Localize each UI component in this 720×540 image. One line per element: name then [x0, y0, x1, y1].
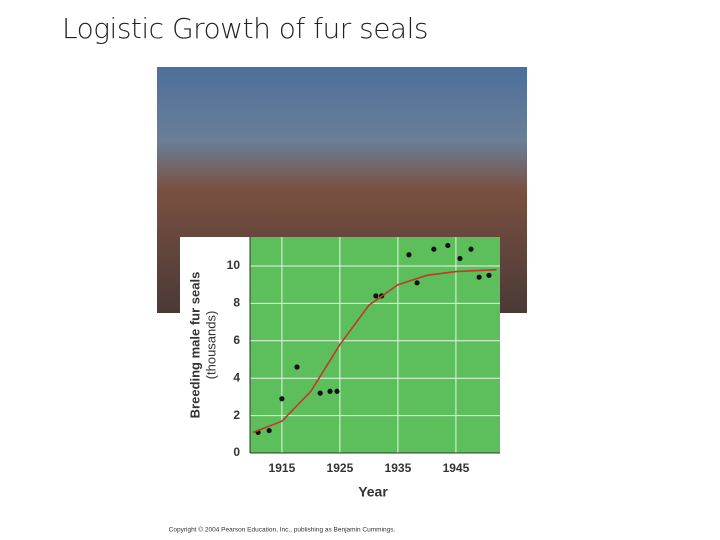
data-point [457, 255, 463, 262]
data-point [327, 388, 333, 394]
copyright: Copyright © 2004 Pearson Education, Inc.… [169, 526, 396, 534]
x-tick-label: 1915 [269, 461, 296, 475]
y-axis-unit: (thousands) [203, 311, 218, 380]
y-tick-label: 0 [233, 445, 240, 459]
y-tick-label: 4 [233, 370, 240, 384]
data-point [266, 427, 272, 434]
y-tick-label: 2 [233, 408, 240, 422]
x-tick-label: 1935 [385, 461, 412, 475]
data-point [294, 364, 300, 370]
data-point [334, 388, 340, 394]
data-point [476, 274, 482, 280]
data-point [468, 246, 474, 252]
fit-curve [252, 268, 497, 434]
slide-title: Logistic Growth of fur seals [62, 12, 428, 45]
y-tick-label: 10 [227, 258, 241, 272]
data-point [414, 280, 420, 286]
data-point [317, 390, 323, 396]
plot-area [250, 237, 500, 453]
data-point [445, 242, 451, 249]
data-point [431, 246, 437, 252]
x-tick-label: 1925 [327, 461, 354, 475]
x-axis-label: Year [358, 484, 388, 500]
data-point [406, 252, 412, 258]
x-tick-label: 1945 [443, 461, 470, 475]
data-point [486, 272, 492, 278]
y-tick-label: 8 [233, 296, 240, 310]
y-tick-label: 6 [233, 333, 240, 347]
data-point [279, 396, 285, 402]
data-point [373, 293, 379, 299]
y-axis-label: Breeding male fur seals [187, 272, 202, 419]
